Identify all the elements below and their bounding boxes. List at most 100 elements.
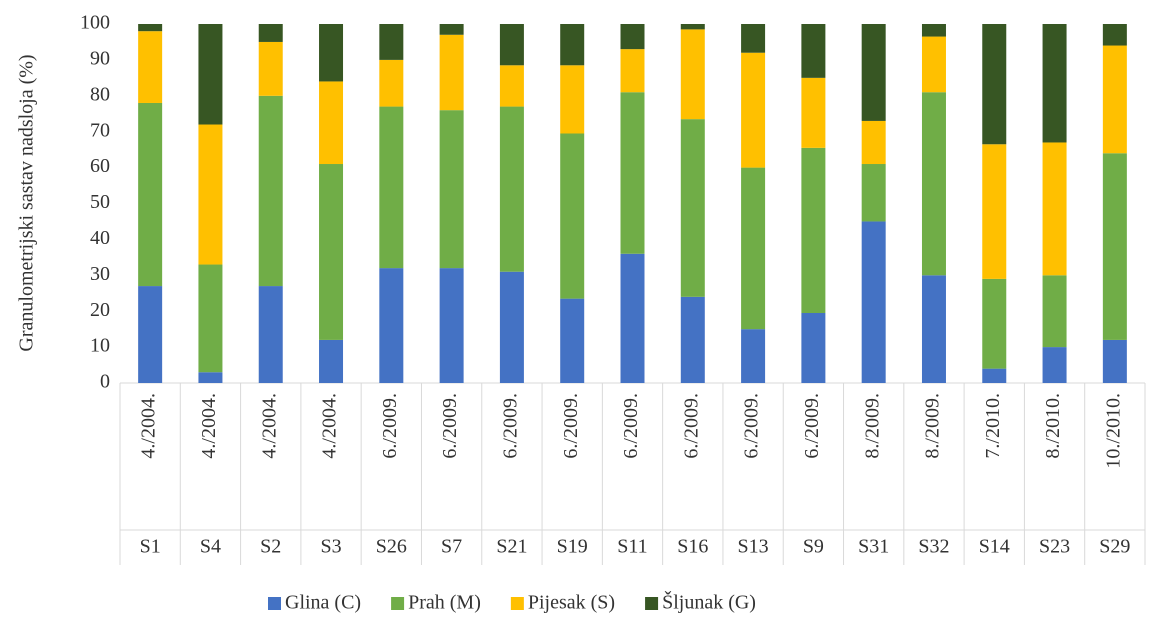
y-tick-label: 10 — [90, 335, 110, 357]
legend-swatch — [645, 597, 659, 610]
x-tick-label: S26 — [376, 536, 407, 558]
bar-segment — [319, 339, 344, 383]
bar-segment — [1042, 347, 1067, 383]
y-tick-label: 80 — [90, 83, 110, 105]
bar-segment — [499, 106, 524, 272]
bar-segment — [138, 24, 163, 32]
x-tick-date: 6./2009. — [439, 393, 461, 459]
y-tick-label: 0 — [100, 371, 110, 393]
bar-segment — [319, 24, 344, 82]
y-tick-label: 30 — [90, 263, 110, 285]
x-tick-date: 7./2010. — [982, 393, 1004, 459]
x-tick-label: S1 — [140, 536, 161, 558]
bar-segment — [921, 24, 946, 37]
x-tick-label: S16 — [677, 536, 708, 558]
x-tick-label: S32 — [918, 536, 949, 558]
bar-segment — [560, 65, 585, 134]
bar-segment — [138, 31, 163, 103]
bar-segment — [1102, 153, 1127, 340]
bar-segment — [1042, 275, 1067, 348]
bar-segment — [741, 167, 766, 330]
bar-segment — [982, 368, 1007, 383]
bar-segment — [258, 286, 283, 383]
y-tick-label: 40 — [90, 227, 110, 249]
x-tick-date: 6./2009. — [500, 393, 522, 459]
bar-segment — [801, 77, 826, 148]
bar-segment — [499, 271, 524, 383]
bar-segment — [439, 268, 464, 383]
bar-segment — [861, 24, 886, 121]
x-tick-label: S23 — [1039, 536, 1070, 558]
bar-segment — [319, 164, 344, 340]
x-tick-date: 6./2009. — [379, 393, 401, 459]
legend-swatch — [268, 597, 281, 610]
bar-segment — [801, 24, 826, 78]
y-tick-label: 20 — [90, 299, 110, 321]
x-tick-date: 6./2009. — [620, 393, 642, 459]
x-tick-date: 4./2004. — [319, 393, 341, 459]
x-tick-date: 4./2004. — [198, 393, 220, 459]
bar-segment — [680, 296, 705, 383]
bar-segment — [379, 24, 404, 60]
x-tick-date: 4./2004. — [258, 393, 280, 459]
bar-segment — [982, 24, 1007, 145]
y-tick-label: 90 — [90, 47, 110, 69]
bar-segment — [620, 49, 645, 93]
x-tick-label: S29 — [1099, 536, 1130, 558]
bar-segment — [198, 264, 223, 373]
bar-segment — [1102, 45, 1127, 154]
bar-segment — [620, 92, 645, 254]
bar-segment — [861, 120, 886, 165]
bar-segment — [741, 24, 766, 53]
bar-segment — [379, 106, 404, 269]
x-tick-date: 6./2009. — [680, 393, 702, 459]
bar-segment — [198, 372, 223, 383]
x-tick-label: S19 — [557, 536, 588, 558]
bar-segment — [680, 29, 705, 120]
y-tick-label: 100 — [80, 12, 110, 34]
x-tick-label: S31 — [858, 536, 889, 558]
x-tick-label: S7 — [441, 536, 462, 558]
x-tick-label: S9 — [803, 536, 824, 558]
legend-label: Prah (M) — [408, 592, 481, 614]
bar-segment — [198, 24, 223, 125]
legend-swatch — [391, 597, 405, 610]
x-tick-label: S4 — [200, 536, 221, 558]
x-tick-label: S21 — [496, 536, 527, 558]
legend-swatch — [510, 597, 524, 610]
x-tick-date: 8./2009. — [922, 393, 944, 459]
bar-segment — [439, 24, 464, 35]
x-tick-date: 6./2009. — [801, 393, 823, 459]
x-tick-label: S14 — [979, 536, 1010, 558]
bar-segment — [801, 147, 826, 313]
legend-label: Pijesak (S) — [528, 592, 615, 614]
x-tick-label: S2 — [260, 536, 281, 558]
bar-segment — [560, 133, 585, 299]
bar-segment — [1102, 339, 1127, 383]
legend-label: Glina (C) — [285, 592, 361, 614]
bar-segment — [138, 286, 163, 383]
legend-label: Šljunak (G) — [662, 590, 756, 614]
bar-segment — [258, 95, 283, 287]
bar-segment — [741, 52, 766, 168]
bar-segment — [499, 24, 524, 66]
bar-segment — [379, 59, 404, 107]
bar-segment — [1102, 24, 1127, 46]
bar-segment — [982, 144, 1007, 279]
bar-segment — [921, 36, 946, 93]
y-tick-label: 60 — [90, 155, 110, 177]
bar-segment — [138, 102, 163, 287]
bar-segment — [801, 312, 826, 383]
bar-segment — [439, 34, 464, 111]
bar-segment — [861, 164, 886, 222]
bar-segment — [982, 278, 1007, 369]
bar-segment — [258, 41, 283, 96]
x-tick-date: 6./2009. — [560, 393, 582, 459]
bar-segment — [620, 253, 645, 383]
x-tick-date: 4./2004. — [138, 393, 160, 459]
y-axis-label: Granulometrijski sastav nadsloja (%) — [16, 54, 38, 351]
bar-segment — [680, 24, 705, 30]
bar-segment — [741, 329, 766, 383]
x-tick-date: 10./2010. — [1102, 393, 1124, 469]
